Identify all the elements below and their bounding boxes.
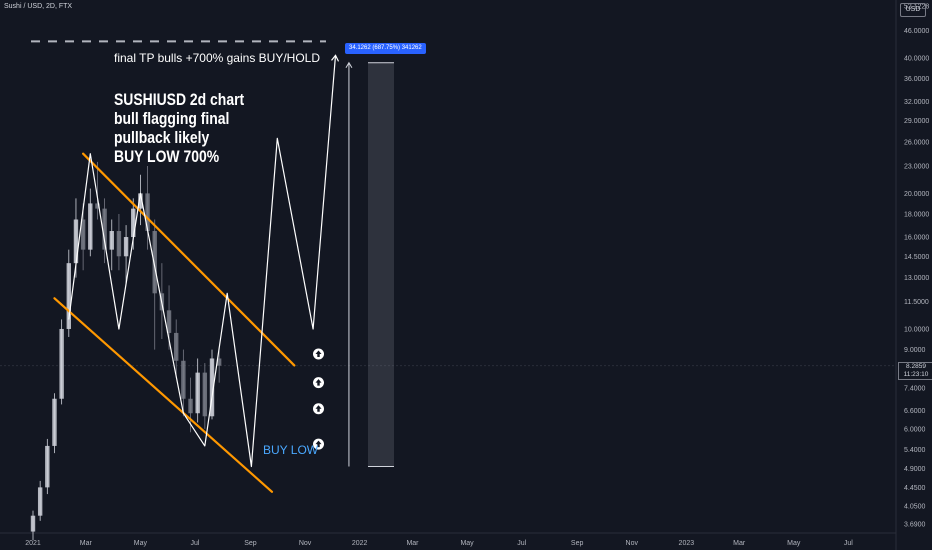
y-tick-label: 6.6000	[904, 408, 926, 415]
y-tick-label: 10.0000	[904, 326, 929, 333]
measure-range-box[interactable]	[368, 62, 394, 467]
x-tick-label: Nov	[626, 540, 639, 547]
candle-body	[202, 372, 208, 417]
x-tick-label: May	[134, 540, 148, 547]
x-tick-label: Jul	[191, 540, 200, 547]
y-tick-label: 18.0000	[904, 211, 929, 218]
x-tick-label: Mar	[406, 540, 419, 547]
candle-body	[52, 398, 57, 446]
y-tick-label: 40.0000	[904, 55, 929, 62]
candle-body	[37, 487, 43, 516]
candle-body	[102, 208, 107, 250]
candle-body	[109, 231, 114, 250]
y-tick-label: 32.0000	[904, 99, 929, 106]
candle-body	[88, 203, 93, 250]
y-tick-label: 13.0000	[904, 275, 929, 282]
candle-body	[145, 193, 150, 232]
y-tick-label: 26.0000	[904, 140, 929, 147]
idea-line: pullback likely	[114, 128, 210, 147]
x-tick-label: Jul	[844, 540, 853, 547]
x-tick-label: May	[787, 540, 801, 547]
x-tick-label: Sep	[571, 540, 584, 547]
channel-lower-line[interactable]	[53, 297, 274, 493]
y-tick-label: 52.1228	[904, 4, 929, 11]
y-tick-label: 7.4000	[904, 385, 926, 392]
candle-body	[188, 398, 193, 414]
x-tick-label: Jul	[517, 540, 526, 547]
price-axis[interactable]: 52.1228 46.0000 40.0000 36.0000 32.0000 29.00…	[904, 4, 929, 529]
y-tick-label: 6.0000	[904, 426, 926, 433]
y-tick-label: 14.5000	[904, 254, 929, 261]
x-tick-label: Nov	[299, 540, 312, 547]
candle-body	[116, 231, 122, 257]
y-tick-label: 9.0000	[904, 347, 926, 354]
bar-countdown: 11:23:10	[903, 371, 929, 378]
measure-label: 34.1262 (687.75%) 341262	[345, 43, 426, 54]
idea-line: SUSHIUSD 2d chart	[114, 90, 245, 109]
buy-markers	[313, 348, 325, 450]
candle-body	[138, 193, 143, 209]
candle-body	[80, 219, 86, 250]
y-tick-label: 4.9000	[904, 466, 926, 473]
x-tick-label: 2021	[25, 540, 41, 547]
candles	[30, 161, 222, 541]
x-tick-label: 2023	[679, 540, 695, 547]
x-tick-label: Mar	[80, 540, 93, 547]
bull-flag-channel[interactable]	[53, 152, 296, 493]
currency-badge[interactable]: USD	[900, 3, 926, 17]
buy-arrow-glyph	[315, 350, 322, 357]
candle-body	[181, 360, 186, 399]
candle-body	[209, 358, 215, 417]
candle-body	[66, 263, 71, 329]
symbol-title[interactable]: Sushi / USD, 2D, FTX	[4, 3, 73, 10]
candle-body	[59, 328, 64, 399]
y-tick-label: 20.0000	[904, 191, 929, 198]
y-tick-label: 23.0000	[904, 164, 929, 171]
y-tick-label: 3.6900	[904, 522, 926, 529]
candle-body	[195, 372, 200, 414]
x-tick-label: Sep	[244, 540, 257, 547]
y-tick-label: 36.0000	[904, 76, 929, 83]
y-tick-label: 5.4000	[904, 447, 926, 454]
y-tick-label: 4.4500	[904, 485, 926, 492]
candle-body	[174, 332, 179, 361]
take-profit-note: final TP bulls +700% gains BUY/HOLD	[114, 51, 320, 65]
candle-body	[95, 203, 100, 209]
buy-arrow-glyph	[315, 405, 322, 412]
projection-arrowhead	[331, 54, 340, 62]
time-axis[interactable]: 2021 Mar May Jul Sep Nov 2022 Mar May Jul Sep Nov 20…	[25, 540, 853, 547]
candle-body	[123, 237, 129, 257]
x-tick-label: Mar	[733, 540, 746, 547]
idea-note: SUSHIUSD 2d chart bull flagging final pu…	[114, 90, 244, 166]
x-tick-label: 2022	[352, 540, 368, 547]
buy-arrow-glyph	[315, 379, 322, 386]
y-tick-label: 11.5000	[904, 299, 929, 306]
candle-body	[131, 208, 136, 238]
y-tick-label: 46.0000	[904, 28, 929, 35]
y-tick-label: 4.0500	[904, 503, 926, 510]
buy-arrow-glyph	[315, 440, 322, 448]
candle-body	[152, 231, 157, 294]
candle-body	[216, 358, 222, 366]
last-price-badge: 8.2859 11:23:10	[898, 362, 932, 380]
idea-line: bull flagging final	[114, 109, 230, 128]
idea-line: BUY LOW 700%	[114, 147, 220, 166]
y-tick-label: 16.0000	[904, 235, 929, 242]
candle-body	[45, 445, 50, 488]
projection-path[interactable]	[68, 54, 340, 468]
measure-arrow-head	[345, 61, 353, 68]
candle-body	[30, 515, 36, 532]
y-tick-label: 29.0000	[904, 118, 929, 125]
last-price: 8.2859	[906, 363, 926, 370]
grid	[0, 40, 896, 367]
candle-body	[166, 310, 172, 333]
candle-body	[73, 219, 79, 264]
projection-line[interactable]	[68, 55, 337, 468]
buy-low-label: BUY LOW	[263, 443, 319, 457]
channel-upper-line[interactable]	[82, 152, 296, 367]
x-tick-label: May	[460, 540, 474, 547]
measure-tool[interactable]	[345, 61, 394, 468]
